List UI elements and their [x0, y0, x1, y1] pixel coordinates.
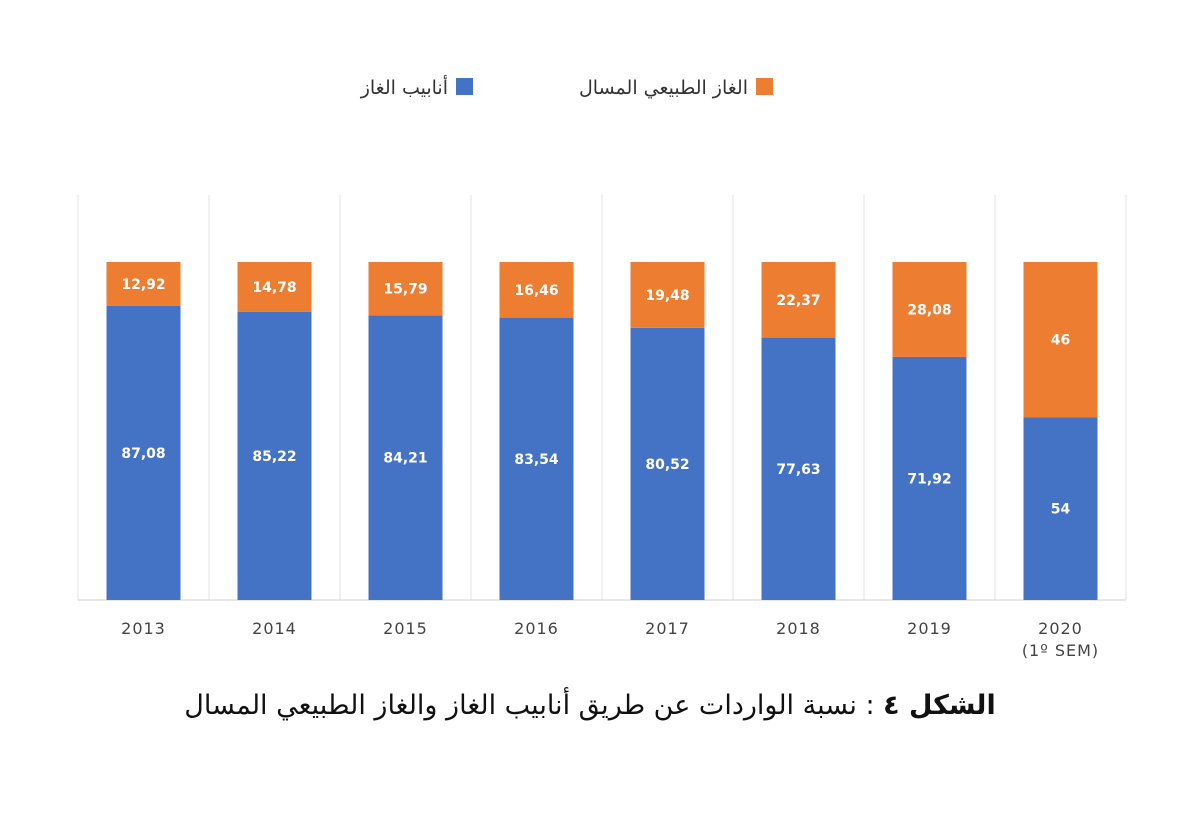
- bar-pipeline-1: [237, 311, 312, 600]
- bar-lng-1: [237, 262, 312, 312]
- figure-caption-text: : نسبة الواردات عن طريق أنابيب الغاز وال…: [184, 690, 884, 721]
- data-label: 80,52: [645, 457, 689, 473]
- bar-lng-6: [892, 262, 967, 357]
- data-label: 16,46: [514, 283, 558, 299]
- bar-pipeline-2: [368, 315, 443, 600]
- data-label: 46: [1051, 333, 1070, 349]
- data-label: 28,08: [907, 302, 951, 318]
- data-label: 19,48: [645, 288, 689, 304]
- figure-caption-prefix: الشكل ٤: [883, 690, 996, 721]
- x-tick-label: 2014: [252, 619, 297, 638]
- data-label: 54: [1051, 502, 1071, 518]
- bar-pipeline-6: [892, 356, 967, 600]
- bar-lng-4: [630, 262, 705, 328]
- data-label: 71,92: [907, 471, 951, 487]
- bar-pipeline-4: [630, 327, 705, 600]
- x-tick-label: 2020: [1038, 619, 1083, 638]
- bar-lng-5: [761, 262, 836, 338]
- data-label: 15,79: [383, 282, 427, 298]
- bar-lng-7: [1023, 262, 1098, 418]
- legend-swatch-lng: [756, 78, 773, 95]
- x-tick-label: 2015: [383, 619, 428, 638]
- x-tick-label: 2019: [907, 619, 952, 638]
- data-label: 14,78: [252, 280, 296, 296]
- x-tick-label: 2017: [645, 619, 690, 638]
- bar-lng-3: [499, 262, 574, 318]
- plot-area: 87,08 12,92 2013 85,22 14,78 2014 84,21 15,79 20…: [77, 195, 1127, 660]
- data-label: 87,08: [121, 446, 165, 462]
- bar-pipeline-5: [761, 337, 836, 600]
- legend-swatch-pipeline: [456, 78, 473, 95]
- data-label: 84,21: [383, 451, 427, 467]
- x-tick-label: 2013: [121, 619, 166, 638]
- data-label: 22,37: [776, 293, 820, 309]
- bar-pipeline-7: [1023, 417, 1098, 600]
- figure-caption: الشكل ٤ : نسبة الواردات عن طريق أنابيب ا…: [0, 690, 1180, 721]
- x-tick-label: 2016: [514, 619, 559, 638]
- data-label: 85,22: [252, 449, 296, 465]
- bar-pipeline-3: [499, 317, 574, 600]
- data-label: 83,54: [514, 452, 559, 468]
- bar-lng-0: [106, 262, 181, 306]
- bar-lng-2: [368, 262, 443, 316]
- legend-label-lng: الغاز الطبيعي المسال: [579, 77, 748, 99]
- bar-pipeline-0: [106, 305, 181, 600]
- data-label: 12,92: [121, 277, 165, 293]
- chart-legend: أنابيب الغاز الغاز الطبيعي المسال: [360, 75, 773, 99]
- legend-label-pipeline: أنابيب الغاز: [360, 75, 448, 99]
- data-label: 77,63: [776, 462, 820, 478]
- x-tick-label: 2018: [776, 619, 821, 638]
- x-tick-label: (1º SEM): [1022, 641, 1099, 660]
